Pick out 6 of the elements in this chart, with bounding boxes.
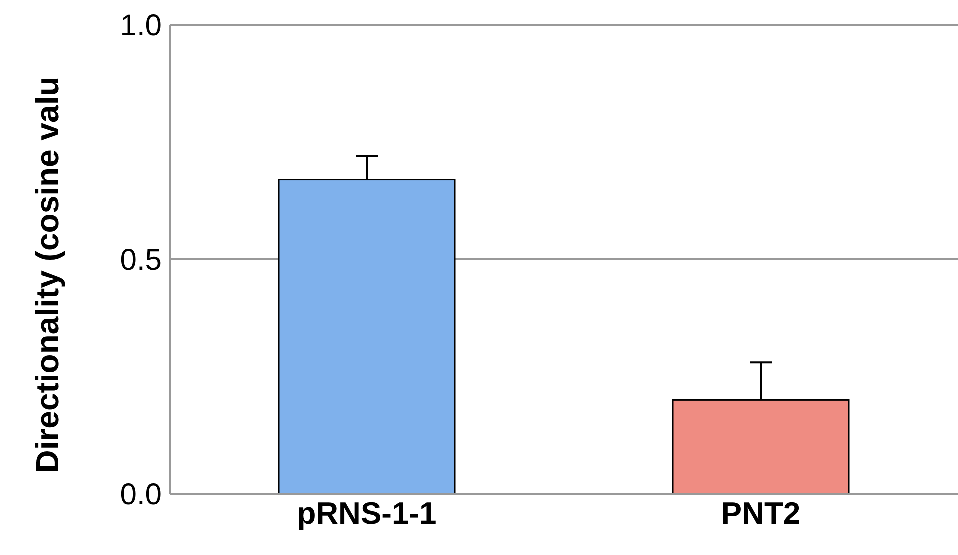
y-axis-title: Directionality (cosine valu — [30, 76, 66, 474]
y-tick-label: 0.0 — [120, 478, 162, 512]
x-tick-label: PNT2 — [721, 496, 801, 532]
x-tick-label: pRNS-1-1 — [297, 496, 437, 532]
y-tick-label: 1.0 — [120, 10, 162, 43]
y-tick-label: 0.5 — [120, 244, 162, 278]
